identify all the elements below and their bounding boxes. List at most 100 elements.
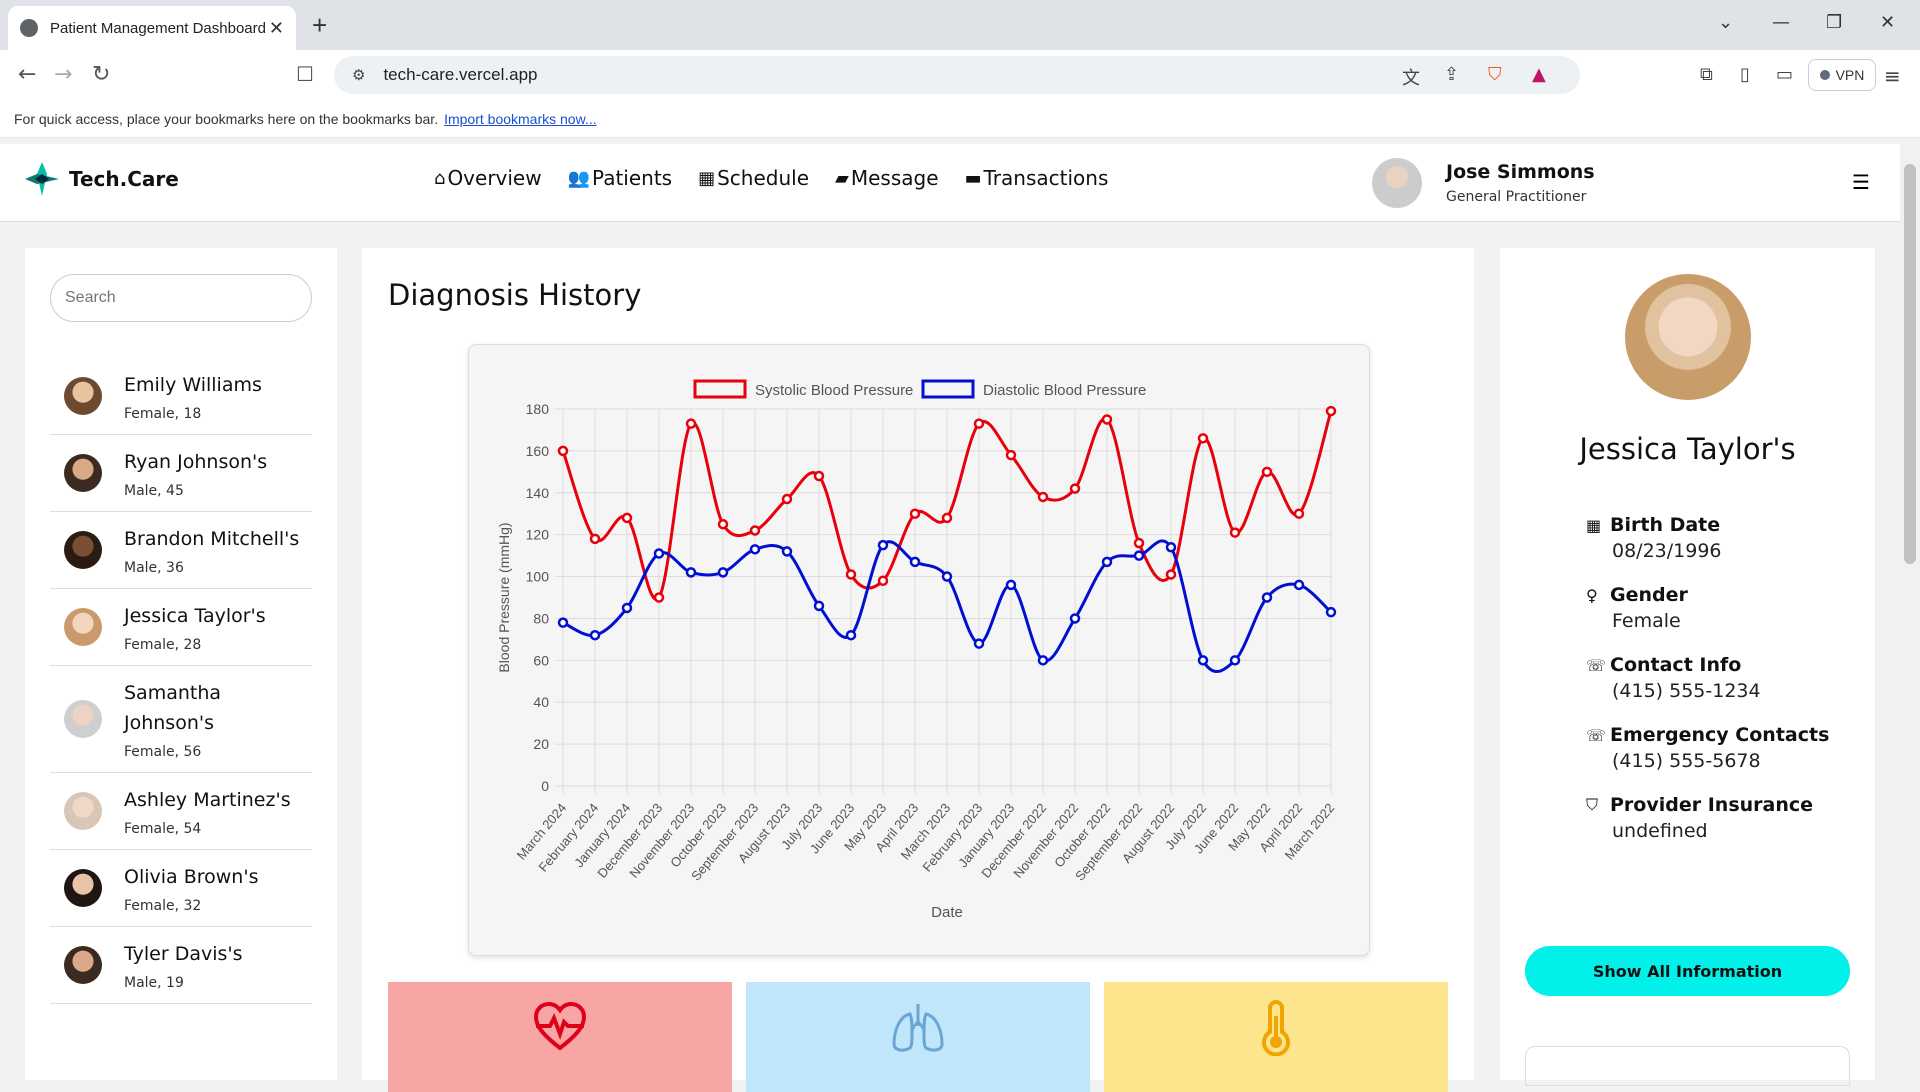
reload-button[interactable]: ↻ [92, 62, 111, 87]
data-point-0 [1133, 537, 1145, 549]
list-item[interactable]: Emily Williams Female, 18 [50, 358, 312, 435]
legend-label-1: Diastolic Blood Pressure [983, 382, 1146, 399]
menu-icon[interactable]: ≡ [1884, 64, 1901, 88]
site-settings-icon[interactable]: ⚙ [352, 66, 366, 84]
scrollbar-thumb[interactable] [1904, 164, 1916, 564]
address-bar[interactable]: ⚙ tech-care.vercel.app [334, 56, 1580, 94]
vpn-status-icon [1819, 70, 1830, 80]
data-point-1 [557, 617, 569, 628]
data-point-0 [1165, 569, 1177, 580]
info-label: Emergency Contacts [1610, 724, 1830, 746]
info-label: Contact Info [1610, 654, 1742, 676]
forward-button[interactable]: → [54, 62, 73, 87]
info-gender: ♀ Gender Female [1586, 584, 1829, 632]
back-button[interactable]: ← [18, 62, 37, 87]
data-point-1 [909, 556, 921, 568]
heart-rate-card[interactable] [388, 982, 732, 1092]
avatar [64, 946, 102, 984]
close-window-button[interactable]: ✕ [1880, 12, 1896, 33]
minimize-button[interactable]: — [1772, 12, 1790, 33]
temperature-card[interactable] [1104, 982, 1448, 1092]
brave-shield-icon[interactable]: ⛉ [1488, 64, 1502, 85]
y-tick-label: 100 [526, 569, 550, 585]
list-item[interactable]: Jessica Taylor's Female, 28 [50, 589, 312, 666]
close-icon[interactable]: ✕ [268, 17, 284, 39]
data-point-0 [1261, 466, 1273, 478]
profile-name: Jessica Taylor's [1579, 432, 1796, 466]
extensions-icon[interactable]: ⧉ [1700, 64, 1713, 85]
import-bookmarks-link[interactable]: Import bookmarks now... [444, 110, 597, 127]
y-axis-title: Blood Pressure (mmHg) [496, 522, 512, 672]
y-tick-label: 40 [533, 694, 549, 710]
vpn-button[interactable]: VPN [1808, 59, 1876, 91]
nav-label: Overview [447, 166, 542, 190]
nav-schedule[interactable]: ▦ Schedule [698, 166, 809, 190]
new-tab-button[interactable]: + [312, 10, 328, 40]
patient-name: Olivia Brown's [124, 866, 259, 888]
restore-button[interactable]: ❐ [1826, 12, 1843, 33]
show-all-information-button[interactable]: Show All Information [1525, 946, 1850, 996]
list-item[interactable]: Olivia Brown's Female, 32 [50, 850, 312, 927]
list-item[interactable]: Ryan Johnson's Male, 45 [50, 435, 312, 512]
info-label: Provider Insurance [1610, 794, 1814, 816]
patient-name: Brandon Mitchell's [124, 528, 300, 550]
avatar [64, 792, 102, 830]
y-tick-label: 60 [533, 652, 549, 668]
page-scrollbar[interactable] [1900, 144, 1920, 1080]
calendar-icon: ▦ [698, 167, 716, 189]
wallet-icon[interactable]: ▭ [1776, 64, 1794, 85]
list-item[interactable]: Ashley Martinez's Female, 54 [50, 773, 312, 850]
nav-label: Transactions [983, 166, 1109, 190]
data-point-0 [941, 512, 953, 524]
nav-overview[interactable]: ⌂ Overview [434, 166, 542, 190]
avatar [64, 454, 102, 492]
browser-tab[interactable]: Patient Management Dashboard ✕ [8, 6, 296, 50]
sidebar-icon[interactable]: ▯ [1740, 64, 1750, 85]
respiratory-rate-card[interactable] [746, 982, 1090, 1092]
bookmark-icon[interactable]: ☐ [296, 62, 314, 86]
search-input[interactable] [50, 274, 312, 322]
patient-meta: Male, 36 [124, 560, 184, 576]
data-point-1 [1197, 655, 1209, 666]
thermometer-icon [1262, 1000, 1290, 1056]
data-point-1 [749, 544, 761, 555]
patient-meta: Female, 56 [124, 744, 202, 760]
calendar-icon: ▦ [1586, 515, 1602, 535]
data-point-0 [1101, 414, 1113, 425]
y-tick-label: 80 [533, 610, 549, 626]
data-point-0 [1069, 483, 1081, 494]
data-point-1 [1261, 592, 1273, 603]
brand-name: Tech.Care [69, 167, 179, 191]
diagnosis-panel: Diagnosis History 0 20 40 60 80 100 120 140 160 1… [362, 248, 1474, 1092]
patient-name: Tyler Davis's [124, 943, 243, 965]
doctor-profile[interactable]: Jose Simmons General Practitioner [1372, 158, 1595, 208]
data-point-0 [1229, 527, 1241, 538]
data-point-0 [749, 525, 761, 536]
patient-meta: Female, 32 [124, 898, 202, 914]
info-label: Gender [1610, 584, 1688, 606]
share-icon[interactable]: ⇪ [1444, 64, 1460, 85]
globe-icon [20, 19, 38, 37]
list-item[interactable]: Tyler Davis's Male, 19 [50, 927, 312, 1004]
data-point-1 [653, 548, 665, 559]
chevron-down-icon[interactable]: ⌄ [1718, 12, 1734, 33]
rewards-icon[interactable]: ▲ [1532, 64, 1546, 85]
translate-icon[interactable]: 文 [1402, 68, 1420, 89]
data-point-0 [909, 508, 921, 519]
url-text: tech-care.vercel.app [383, 65, 538, 84]
bookmarks-hint: For quick access, place your bookmarks h… [14, 110, 439, 127]
data-point-1 [781, 546, 793, 557]
nav-patients[interactable]: 👥 Patients [568, 166, 672, 190]
data-point-0 [685, 418, 697, 429]
nav-transactions[interactable]: ▬ Transactions [965, 166, 1109, 190]
list-item[interactable]: Brandon Mitchell's Male, 36 [50, 512, 312, 589]
data-point-1 [589, 629, 601, 641]
main-nav: ⌂ Overview 👥 Patients ▦ Schedule ▰ Message ▬… [434, 166, 1108, 190]
menu-icon[interactable]: ☰ [1852, 170, 1870, 194]
list-item[interactable]: Samantha Johnson's Female, 56 [50, 666, 312, 773]
logo[interactable]: Tech.Care [25, 162, 179, 196]
legend-swatch-1 [921, 379, 975, 399]
data-point-0 [781, 493, 793, 505]
nav-message[interactable]: ▰ Message [835, 166, 939, 190]
